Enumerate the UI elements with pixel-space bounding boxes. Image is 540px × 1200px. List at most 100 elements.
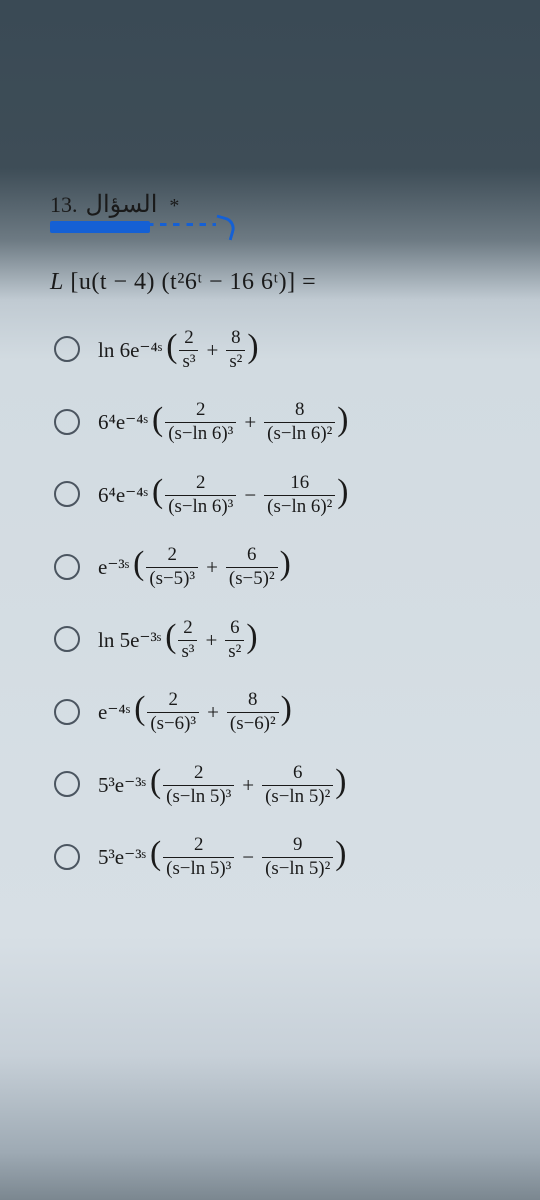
option-opt-a[interactable]: ln 6e⁻⁴ˢ(2s³ +8s²) bbox=[54, 326, 510, 372]
operator: + bbox=[206, 555, 218, 580]
numerator: 8 bbox=[264, 400, 335, 423]
radio-opt-h[interactable] bbox=[54, 844, 80, 870]
numerator: 2 bbox=[178, 618, 197, 641]
fraction: 8(s−6)² bbox=[227, 690, 279, 735]
denominator: (s−ln 6)³ bbox=[165, 496, 236, 518]
expr-opt-h: 5³e⁻³ˢ(2(s−ln 5)³−9(s−ln 5)²) bbox=[98, 833, 346, 879]
denominator: s³ bbox=[179, 351, 198, 373]
lparen-icon: ( bbox=[152, 473, 163, 510]
option-opt-c[interactable]: 6⁴e⁻⁴ˢ(2(s−ln 6)³−16(s−ln 6)²) bbox=[54, 471, 510, 517]
fraction: 2(s−ln 6)³ bbox=[165, 400, 236, 445]
operator: + bbox=[244, 410, 256, 435]
denominator: (s−ln 5)² bbox=[262, 786, 333, 808]
lead-opt-a: ln 6e⁻⁴ˢ bbox=[98, 338, 162, 363]
option-opt-g[interactable]: 5³e⁻³ˢ(2(s−ln 5)³ +6(s−ln 5)²) bbox=[54, 761, 510, 807]
radio-opt-g[interactable] bbox=[54, 771, 80, 797]
expr-opt-e: ln 5e⁻³ˢ(2s³ +6s²) bbox=[98, 616, 258, 662]
option-opt-f[interactable]: e⁻⁴ˢ(2(s−6)³+8(s−6)²) bbox=[54, 688, 510, 734]
numerator: 2 bbox=[163, 763, 234, 786]
rparen-icon: ) bbox=[281, 690, 292, 727]
fraction: 2(s−ln 5)³ bbox=[163, 835, 234, 880]
numerator: 2 bbox=[147, 690, 199, 713]
rparen-icon: ) bbox=[280, 545, 291, 582]
denominator: s² bbox=[226, 351, 245, 373]
rparen-icon: ) bbox=[246, 618, 257, 655]
lparen-icon: ( bbox=[165, 618, 176, 655]
numerator: 6 bbox=[226, 545, 278, 568]
operator: − bbox=[242, 845, 254, 870]
question-card: 13. السؤال * L [u(t − 4) (t²6ᵗ − 16 6ᵗ)]… bbox=[0, 150, 540, 940]
fraction: 9(s−ln 5)² bbox=[262, 835, 333, 880]
option-opt-b[interactable]: 6⁴e⁻⁴ˢ(2(s−ln 6)³+8(s−ln 6)²) bbox=[54, 398, 510, 444]
stem-expression: [u(t − 4) (t²6ᵗ − 16 6ᵗ)] = bbox=[70, 269, 316, 295]
option-opt-e[interactable]: ln 5e⁻³ˢ(2s³ +6s²) bbox=[54, 616, 510, 662]
expr-opt-d: e⁻³ˢ(2(s−5)³ +6(s−5)²) bbox=[98, 543, 291, 589]
numerator: 9 bbox=[262, 835, 333, 858]
radio-opt-e[interactable] bbox=[54, 626, 80, 652]
lead-opt-c: 6⁴e⁻⁴ˢ bbox=[98, 483, 148, 508]
denominator: s³ bbox=[178, 641, 197, 663]
fraction: 6(s−ln 5)² bbox=[262, 763, 333, 808]
rparen-icon: ) bbox=[247, 328, 258, 365]
option-opt-d[interactable]: e⁻³ˢ(2(s−5)³ +6(s−5)²) bbox=[54, 543, 510, 589]
fraction: 2(s−ln 5)³ bbox=[163, 763, 234, 808]
question-header: 13. السؤال * bbox=[50, 190, 510, 219]
fraction: 2(s−ln 6)³ bbox=[165, 473, 236, 518]
fraction: 6(s−5)² bbox=[226, 545, 278, 590]
rparen-icon: ) bbox=[335, 763, 346, 800]
numerator: 6 bbox=[262, 763, 333, 786]
radio-opt-f[interactable] bbox=[54, 699, 80, 725]
rparen-icon: ) bbox=[335, 835, 346, 872]
lead-opt-g: 5³e⁻³ˢ bbox=[98, 773, 146, 798]
operator: + bbox=[206, 338, 218, 363]
lparen-icon: ( bbox=[166, 328, 177, 365]
lparen-icon: ( bbox=[150, 763, 161, 800]
denominator: (s−6)³ bbox=[147, 713, 199, 735]
rparen-icon: ) bbox=[337, 401, 348, 438]
operator: + bbox=[205, 628, 217, 653]
expr-opt-f: e⁻⁴ˢ(2(s−6)³+8(s−6)²) bbox=[98, 688, 292, 734]
fraction: 16(s−ln 6)² bbox=[264, 473, 335, 518]
lead-opt-e: ln 5e⁻³ˢ bbox=[98, 628, 161, 653]
radio-opt-d[interactable] bbox=[54, 554, 80, 580]
fraction: 6s² bbox=[225, 618, 244, 663]
fraction: 2s³ bbox=[179, 328, 198, 373]
numerator: 16 bbox=[264, 473, 335, 496]
numerator: 2 bbox=[146, 545, 198, 568]
denominator: s² bbox=[225, 641, 244, 663]
numerator: 2 bbox=[165, 473, 236, 496]
denominator: (s−ln 5)³ bbox=[163, 858, 234, 880]
radio-opt-b[interactable] bbox=[54, 409, 80, 435]
question-title-ar: السؤال bbox=[86, 190, 158, 219]
denominator: (s−ln 6)² bbox=[264, 423, 335, 445]
expr-opt-a: ln 6e⁻⁴ˢ(2s³ +8s²) bbox=[98, 326, 259, 372]
numerator: 2 bbox=[179, 328, 198, 351]
numerator: 8 bbox=[227, 690, 279, 713]
fraction: 2(s−6)³ bbox=[147, 690, 199, 735]
lparen-icon: ( bbox=[152, 401, 163, 438]
required-star-icon: * bbox=[169, 195, 179, 218]
numerator: 2 bbox=[165, 400, 236, 423]
option-opt-h[interactable]: 5³e⁻³ˢ(2(s−ln 5)³−9(s−ln 5)²) bbox=[54, 833, 510, 879]
radio-opt-a[interactable] bbox=[54, 336, 80, 362]
lead-opt-f: e⁻⁴ˢ bbox=[98, 700, 130, 725]
lparen-icon: ( bbox=[150, 835, 161, 872]
denominator: (s−5)³ bbox=[146, 568, 198, 590]
operator: + bbox=[242, 773, 254, 798]
lead-opt-h: 5³e⁻³ˢ bbox=[98, 845, 146, 870]
operator: + bbox=[207, 700, 219, 725]
hand-underline-icon bbox=[50, 221, 240, 247]
numerator: 6 bbox=[225, 618, 244, 641]
denominator: (s−ln 6)² bbox=[264, 496, 335, 518]
denominator: (s−ln 5)³ bbox=[163, 786, 234, 808]
fraction: 2s³ bbox=[178, 618, 197, 663]
fraction: 8(s−ln 6)² bbox=[264, 400, 335, 445]
denominator: (s−ln 5)² bbox=[262, 858, 333, 880]
numerator: 8 bbox=[226, 328, 245, 351]
expr-opt-c: 6⁴e⁻⁴ˢ(2(s−ln 6)³−16(s−ln 6)²) bbox=[98, 471, 348, 517]
radio-opt-c[interactable] bbox=[54, 481, 80, 507]
lead-opt-d: e⁻³ˢ bbox=[98, 555, 129, 580]
question-stem: L [u(t − 4) (t²6ᵗ − 16 6ᵗ)] = bbox=[50, 269, 510, 296]
lparen-icon: ( bbox=[133, 545, 144, 582]
denominator: (s−5)² bbox=[226, 568, 278, 590]
